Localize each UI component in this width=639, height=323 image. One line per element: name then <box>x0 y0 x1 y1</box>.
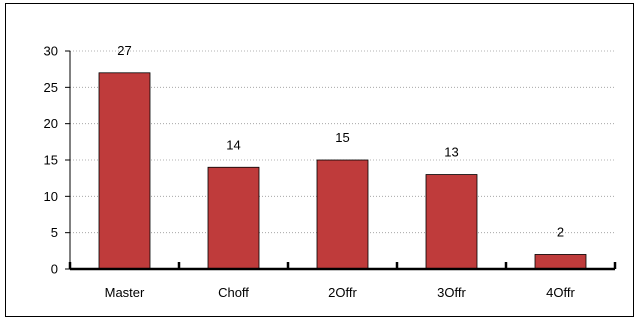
x-category-label: 3Offr <box>437 285 466 300</box>
y-tick-label: 0 <box>51 262 58 277</box>
data-label: 14 <box>226 137 240 152</box>
data-label: 13 <box>444 145 458 160</box>
bar-2offr <box>316 159 369 270</box>
data-labels: 27 14 15 13 2 <box>117 43 564 240</box>
y-tick-label: 10 <box>44 189 58 204</box>
y-tick-labels: 0 5 10 15 20 25 30 <box>44 44 58 277</box>
bar-4offr <box>534 254 587 270</box>
gridlines <box>70 50 615 234</box>
x-category-label: 4Offr <box>546 285 575 300</box>
y-tick-label: 20 <box>44 116 58 131</box>
x-category-labels: Master Choff 2Offr 3Offr 4Offr <box>105 285 576 300</box>
x-category-label: 2Offr <box>328 285 357 300</box>
bar-3offr <box>425 174 478 270</box>
bar-choff <box>207 166 260 270</box>
x-category-label: Choff <box>218 285 249 300</box>
y-tick-label: 15 <box>44 153 58 168</box>
y-tick-label: 30 <box>44 44 58 59</box>
data-label: 27 <box>117 43 131 58</box>
data-label: 2 <box>557 224 564 239</box>
data-label: 15 <box>335 130 349 145</box>
axes <box>65 50 617 271</box>
bars <box>98 72 587 270</box>
y-tick-label: 25 <box>44 80 58 95</box>
bar-master <box>98 72 151 270</box>
x-category-label: Master <box>105 285 145 300</box>
y-tick-label: 5 <box>51 225 58 240</box>
